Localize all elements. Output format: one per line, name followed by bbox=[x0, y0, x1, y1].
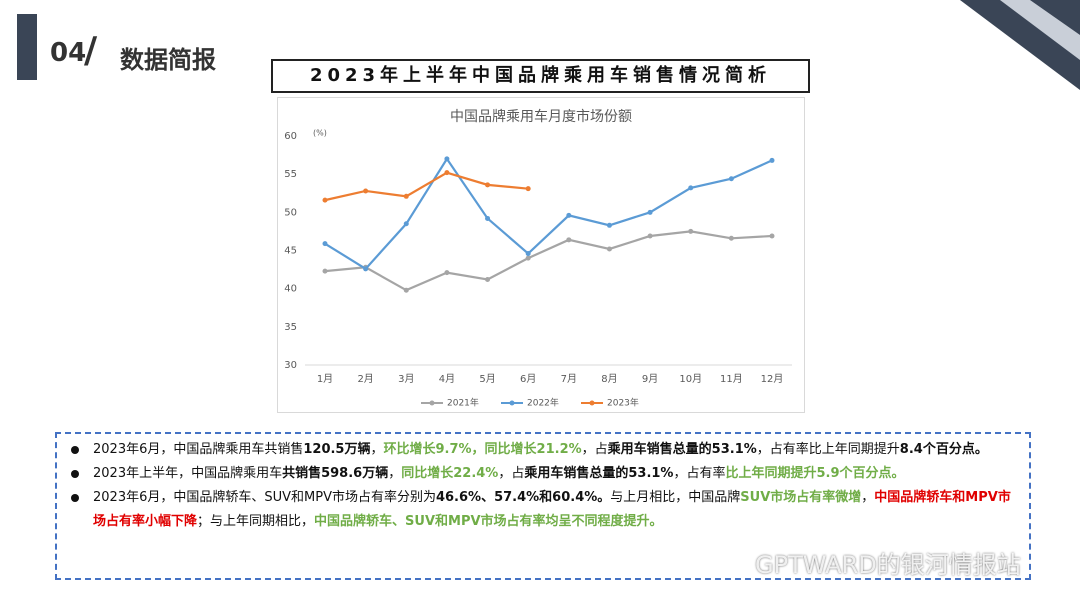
legend-label: 2023年 bbox=[607, 397, 639, 409]
point bbox=[525, 186, 531, 192]
bullet-text: 比上年同期提升5.9个百分点。 bbox=[725, 466, 905, 481]
bullet-text: 8.4个百分点。 bbox=[899, 442, 988, 457]
point bbox=[525, 255, 531, 261]
point bbox=[444, 270, 450, 276]
point bbox=[403, 193, 409, 199]
bullet-text: 共销售598.6万辆 bbox=[282, 466, 389, 481]
point bbox=[403, 221, 409, 227]
x-tick-label: 4月 bbox=[439, 373, 455, 385]
x-tick-label: 10月 bbox=[679, 373, 702, 385]
bullet-text: ，占有率 bbox=[673, 466, 726, 481]
y-tick-label: 50 bbox=[284, 207, 297, 218]
x-tick-label: 7月 bbox=[561, 373, 577, 385]
bullet-text: 2023年6月，中国品牌轿车、SUV和MPV市场占有率分别为 bbox=[93, 490, 436, 505]
bullet-text: ，占 bbox=[581, 442, 608, 457]
bullet-text: ；与上年同期相比， bbox=[197, 514, 315, 529]
point bbox=[363, 266, 369, 272]
bullet: 2023年6月，中国品牌轿车、SUV和MPV市场占有率分别为46.6%、57.4… bbox=[63, 486, 1023, 534]
bullet-text: 46.6%、57.4%和60.4%。 bbox=[435, 490, 611, 505]
point bbox=[647, 209, 653, 215]
point bbox=[566, 212, 572, 218]
x-tick-label: 8月 bbox=[601, 373, 617, 385]
bullet-text: ，占有率比上年同期提升 bbox=[756, 442, 900, 457]
legend-label: 2022年 bbox=[527, 397, 559, 409]
y-tick-label: 55 bbox=[284, 169, 297, 180]
x-tick-label: 12月 bbox=[761, 373, 784, 385]
legend-dot bbox=[429, 400, 435, 406]
bullet-text: ， bbox=[861, 490, 875, 505]
bullet-text: 乘用车销售总量的53.1% bbox=[607, 442, 757, 457]
point bbox=[444, 170, 450, 176]
x-tick-label: 2月 bbox=[357, 373, 373, 385]
point bbox=[606, 222, 612, 228]
y-unit: (%) bbox=[313, 129, 327, 138]
bullet-text: ，占 bbox=[498, 466, 525, 481]
point bbox=[728, 235, 734, 241]
series-line bbox=[324, 171, 529, 202]
bullet-text: 乘用车销售总量的53.1% bbox=[524, 466, 674, 481]
bullet-text: 中国品牌轿车、SUV和MPV市场占有率均呈不同程度提升。 bbox=[314, 514, 663, 529]
bullet-text: 120.5万辆 bbox=[303, 442, 371, 457]
bullet-box: 2023年6月，中国品牌乘用车共销售120.5万辆，环比增长9.7%，同比增长2… bbox=[55, 432, 1031, 580]
point bbox=[606, 246, 612, 252]
legend-label: 2021年 bbox=[447, 397, 479, 409]
y-tick-label: 60 bbox=[284, 131, 297, 142]
slash: / bbox=[84, 30, 98, 71]
section-title: 数据简报 bbox=[120, 46, 216, 74]
point bbox=[485, 215, 491, 221]
bullet-text: ， bbox=[388, 466, 402, 481]
box-title: 2023年上半年中国品牌乘用车销售情况简析 bbox=[271, 59, 810, 93]
point bbox=[728, 176, 734, 182]
bullet-text: 2023年上半年，中国品牌乘用车 bbox=[93, 466, 283, 481]
y-tick-label: 40 bbox=[284, 284, 297, 295]
y-tick-label: 45 bbox=[284, 246, 297, 257]
series-line bbox=[324, 230, 773, 292]
x-tick-label: 9月 bbox=[642, 373, 658, 385]
x-tick-label: 5月 bbox=[479, 373, 495, 385]
point bbox=[485, 277, 491, 283]
bullet-text: 2023年6月，中国品牌乘用车共销售 bbox=[93, 442, 304, 457]
point bbox=[566, 237, 572, 243]
point bbox=[322, 197, 328, 203]
point bbox=[363, 188, 369, 194]
series-line bbox=[324, 156, 773, 271]
point bbox=[485, 182, 491, 188]
point bbox=[688, 228, 694, 234]
x-tick-label: 6月 bbox=[520, 373, 536, 385]
bullet-text: 同比增长22.4% bbox=[401, 466, 499, 481]
header-bar bbox=[17, 14, 37, 80]
point bbox=[688, 185, 694, 191]
point bbox=[322, 268, 328, 274]
bullet-text: 环比增长9.7%，同比增长21.2% bbox=[383, 442, 582, 457]
legend-dot bbox=[509, 400, 515, 406]
point bbox=[769, 233, 775, 239]
x-tick-label: 11月 bbox=[720, 373, 743, 385]
bullet-text: SUV市场占有率微增 bbox=[740, 490, 862, 505]
y-tick-label: 30 bbox=[284, 360, 297, 371]
bullet-text: 与上月相比，中国品牌 bbox=[610, 490, 741, 505]
point bbox=[525, 251, 531, 257]
chart-frame bbox=[277, 97, 805, 413]
bullet-text: 中国品牌轿车和MPV市场占有率小幅下降 bbox=[93, 490, 1011, 529]
legend-dot bbox=[589, 400, 595, 406]
point bbox=[647, 233, 653, 239]
bullet: 2023年6月，中国品牌乘用车共销售120.5万辆，环比增长9.7%，同比增长2… bbox=[63, 438, 1023, 462]
chart-title: 中国品牌乘用车月度市场份额 bbox=[450, 108, 632, 125]
bullet-text: ， bbox=[370, 442, 384, 457]
point bbox=[403, 287, 409, 293]
bullet: 2023年上半年，中国品牌乘用车共销售598.6万辆，同比增长22.4%，占乘用… bbox=[63, 462, 1023, 486]
x-tick-label: 1月 bbox=[317, 373, 333, 385]
point bbox=[769, 157, 775, 163]
watermark: GPTWARD的银河情报站 bbox=[755, 551, 1021, 579]
x-tick-label: 3月 bbox=[398, 373, 414, 385]
point bbox=[444, 156, 450, 162]
chart: 中国品牌乘用车月度市场份额 (%) 30 35 40 45 50 55 60 1月 2月 3月 4月… bbox=[277, 97, 805, 413]
section-number: 04 bbox=[50, 38, 87, 68]
point bbox=[322, 241, 328, 247]
y-tick-label: 35 bbox=[284, 322, 297, 333]
